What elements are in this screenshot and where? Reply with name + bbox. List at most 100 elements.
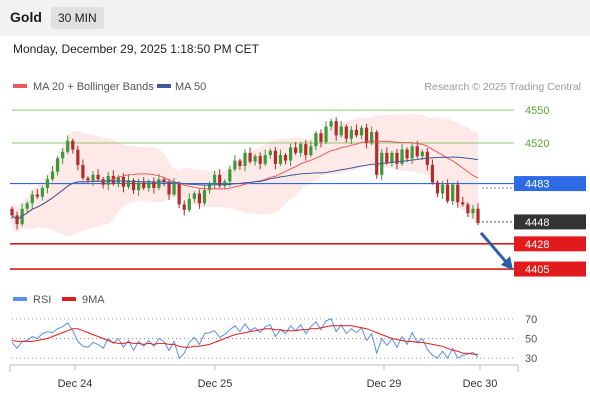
candle-body	[213, 174, 217, 184]
level-label-last: 4448	[525, 217, 549, 229]
candle-body	[96, 174, 100, 180]
candle-body	[167, 182, 171, 195]
candle-body	[435, 182, 440, 194]
candle-body	[344, 126, 348, 139]
candle-body	[101, 179, 105, 185]
x-tick-label: Dec 24	[58, 378, 93, 390]
candle-body	[81, 164, 85, 179]
bollinger-band	[12, 114, 478, 237]
rsi-tick-label: 30	[525, 353, 537, 365]
candle-body	[354, 129, 359, 136]
rsi-tick-label: 50	[525, 334, 537, 346]
candle-body	[187, 198, 191, 210]
candle-body	[456, 184, 460, 203]
candle-body	[40, 187, 44, 197]
candle-body	[91, 174, 95, 181]
rsi-ma-line	[11, 325, 478, 355]
candle-body	[197, 193, 202, 204]
candle-body	[410, 146, 414, 159]
level-tag-pivot	[514, 176, 586, 192]
candle-body	[55, 158, 60, 172]
candle-body	[420, 151, 424, 157]
chart-header: Gold 30 MIN	[0, 0, 590, 36]
level-label-resistance: 4520	[525, 138, 549, 150]
candle-body	[192, 193, 196, 199]
timeframe-button[interactable]: 30 MIN	[51, 7, 104, 29]
candle-body	[288, 147, 293, 161]
candle-body	[233, 160, 237, 170]
legend-label-ma50: MA 50	[175, 81, 206, 93]
candle-body	[471, 208, 475, 214]
candle-body	[451, 184, 455, 202]
candle-body	[66, 140, 70, 152]
candle-body	[106, 175, 110, 185]
candle-body	[152, 181, 156, 188]
candle-body	[283, 155, 288, 161]
candle-body	[243, 152, 247, 167]
candle-body	[309, 146, 313, 156]
x-tick-label: Dec 25	[198, 378, 233, 390]
candle-body	[45, 179, 50, 188]
legend-swatch-ma50	[157, 84, 171, 88]
candle-body	[339, 126, 343, 136]
level-label-pivot: 4483	[525, 179, 549, 191]
legend-swatch-ma20	[13, 84, 27, 88]
x-tick-label: Dec 29	[367, 378, 402, 390]
candle-body	[253, 156, 257, 162]
candle-body	[446, 184, 450, 202]
candle-body	[329, 121, 333, 127]
candle-body	[395, 152, 399, 164]
candle-body	[86, 178, 90, 181]
candle-body	[177, 183, 181, 205]
candle-body	[30, 194, 34, 204]
candle-body	[137, 182, 141, 191]
candle-body	[71, 140, 75, 150]
trend-arrow-head	[501, 256, 513, 271]
candle-body	[476, 208, 480, 224]
candle-body	[364, 127, 369, 144]
candle-body	[400, 149, 404, 164]
watermark-text: Research © 2025 Trading Central	[424, 81, 581, 93]
candle-body	[157, 179, 161, 188]
candle-body	[278, 155, 283, 164]
candle-body	[238, 160, 242, 167]
candle-body	[314, 133, 318, 147]
level-label-support: 4428	[525, 239, 549, 251]
candle-body	[35, 194, 39, 197]
candle-body	[172, 183, 176, 195]
candle-body	[294, 147, 298, 153]
candle-body	[207, 183, 212, 191]
ma50-line	[11, 156, 479, 221]
candle-body	[162, 179, 166, 183]
legend-label-rsi: RSI	[33, 294, 51, 306]
legend-label-rsi-ma: 9MA	[82, 294, 105, 306]
level-tag-support	[514, 261, 586, 277]
candle-body	[324, 126, 328, 142]
candle-body	[304, 144, 308, 156]
candle-body	[319, 133, 323, 142]
candle-body	[461, 202, 465, 205]
candle-body	[349, 129, 353, 139]
legend-swatch-rsi-ma	[62, 297, 76, 301]
candle-body	[142, 182, 146, 188]
candle-body	[334, 121, 338, 136]
candle-body	[223, 181, 227, 186]
candle-body	[415, 146, 419, 157]
candle-body	[10, 208, 14, 216]
legend-swatch-rsi	[13, 297, 27, 301]
candle-body	[263, 155, 267, 164]
candle-body	[359, 127, 364, 136]
candle-body	[228, 169, 232, 182]
candle-body	[248, 152, 252, 162]
candle-body	[147, 181, 151, 188]
candle-body	[218, 174, 222, 186]
candle-body	[466, 204, 470, 214]
candle-body	[50, 171, 55, 180]
level-label-resistance: 4550	[525, 105, 549, 117]
x-tick-label: Dec 30	[463, 378, 498, 390]
candle-body	[25, 203, 29, 209]
candle-body	[258, 156, 262, 164]
candle-body	[131, 180, 136, 191]
report-datetime: Monday, December 29, 2025 1:18:50 PM CET	[13, 42, 259, 56]
candle-body	[268, 150, 272, 156]
